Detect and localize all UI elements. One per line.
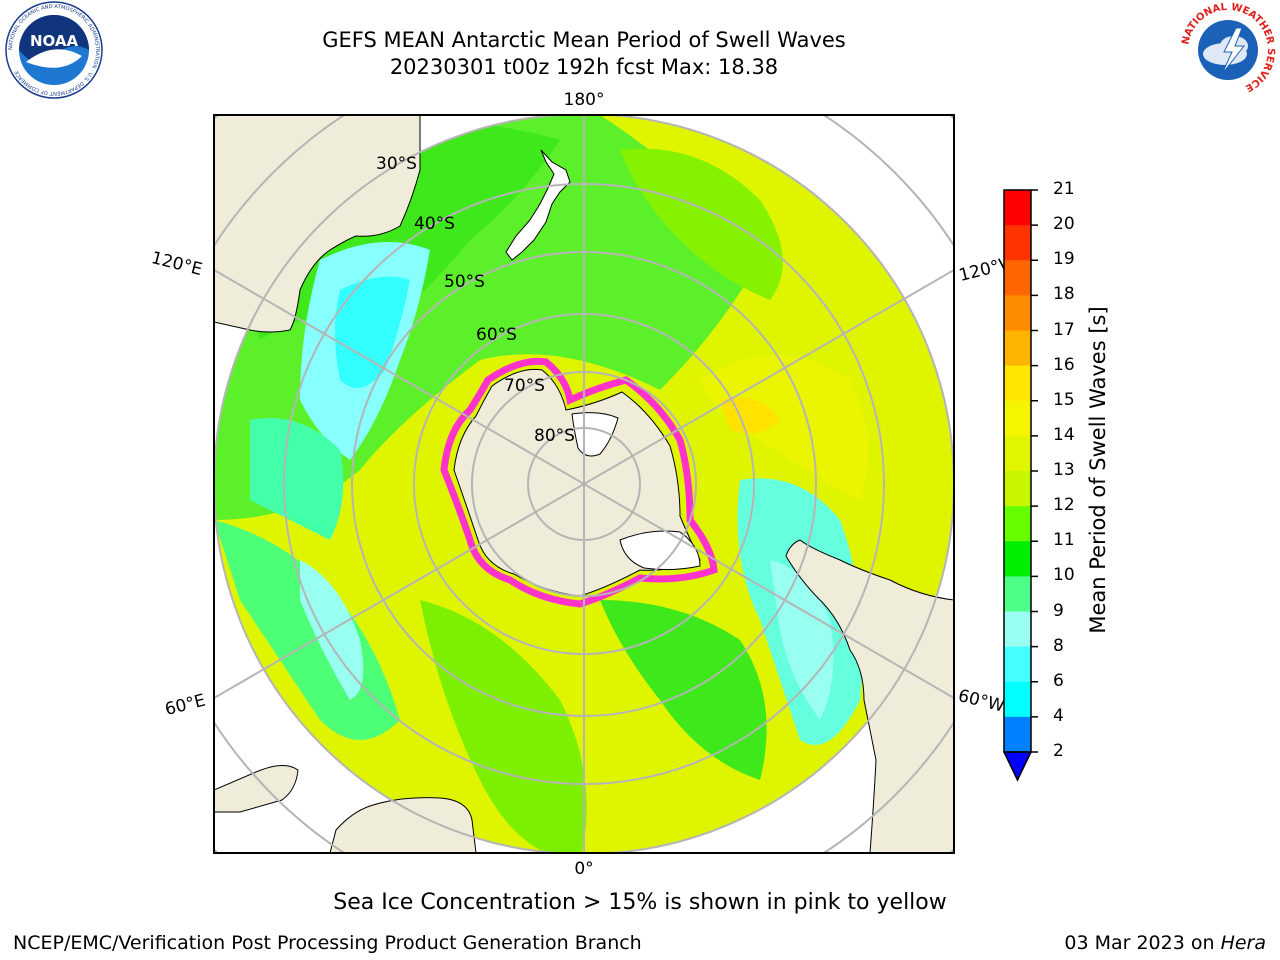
- colorbar-tick-label: 16: [1053, 354, 1075, 375]
- colorbar-segment: [1004, 330, 1031, 367]
- colorbar-segment: [1004, 295, 1031, 331]
- colorbar-tick-label: 4: [1053, 705, 1064, 726]
- nws-logo: NATIONAL WEATHER SERVICE: [1180, 2, 1276, 98]
- colorbar-tick-label: 21: [1053, 179, 1075, 199]
- colorbar-segment: [1004, 260, 1031, 296]
- lon-label-60w: 60°W: [956, 686, 1007, 717]
- lat-label-60s: 60°S: [476, 325, 517, 345]
- lat-label-40s: 40°S: [414, 214, 455, 234]
- date-host-credit: 03 Mar 2023 on Hera: [1064, 932, 1266, 954]
- lon-label-180: 180°: [564, 90, 605, 110]
- parallel-labels: 30°S 40°S 50°S 60°S 70°S 80°S: [376, 154, 575, 446]
- lat-label-80s: 80°S: [534, 426, 575, 446]
- credit-date: 03 Mar 2023 on: [1064, 932, 1221, 954]
- producer-credit: NCEP/EMC/Verification Post Processing Pr…: [13, 932, 642, 954]
- colorbar-tick-label: 9: [1053, 600, 1064, 621]
- noaa-logo-text: NOAA: [30, 32, 79, 50]
- colorbar-segment: [1004, 471, 1031, 507]
- colorbar-extend-arrow: [1002, 751, 1033, 782]
- colorbar-tick-label: 19: [1053, 249, 1075, 270]
- australia-land: [214, 115, 421, 333]
- colorbar-segment: [1004, 611, 1031, 648]
- colorbar-segment: [1004, 400, 1031, 437]
- colorbar: [1002, 189, 1038, 782]
- colorbar-tick-label: 6: [1053, 670, 1064, 691]
- colorbar-tick-label: 10: [1053, 565, 1075, 586]
- south-america-land: [785, 539, 954, 853]
- africa-land: [329, 797, 477, 853]
- colorbar-label: Mean Period of Swell Waves [s]: [1086, 306, 1110, 634]
- colorbar-tick-label: 2: [1053, 741, 1064, 761]
- lon-label-120e: 120°E: [149, 248, 204, 280]
- map-frame: [213, 114, 955, 854]
- colorbar-tick-label: 12: [1053, 495, 1075, 516]
- credit-host: Hera: [1220, 932, 1266, 954]
- sea-ice-caption: Sea Ice Concentration > 15% is shown in …: [333, 890, 947, 915]
- lat-label-70s: 70°S: [504, 376, 545, 396]
- noaa-logo: NATIONAL OCEANIC AND ATMOSPHERIC ADMINIS…: [5, 1, 103, 99]
- colorbar-segment: [1004, 190, 1031, 226]
- lon-label-60e: 60°E: [163, 691, 207, 720]
- colorbar-tick-label: 15: [1053, 389, 1075, 410]
- colorbar-segment: [1004, 225, 1031, 261]
- madagascar-land: [214, 765, 299, 813]
- chart-subtitle: 20230301 t00z 192h fcst Max: 18.38: [389, 55, 779, 79]
- swell-period-field: [214, 115, 954, 853]
- colorbar-tick-label: 14: [1053, 424, 1075, 445]
- colorbar-segment: [1004, 681, 1031, 718]
- colorbar-tick-label: 11: [1053, 530, 1075, 551]
- colorbar-tick-label: 18: [1053, 284, 1075, 305]
- colorbar-segment: [1004, 716, 1031, 753]
- colorbar-tick-label: 20: [1053, 214, 1075, 235]
- colorbar-tick-label: 8: [1053, 635, 1064, 656]
- colorbar-segment: [1004, 365, 1031, 402]
- colorbar-segment: [1004, 435, 1031, 472]
- lon-label-0: 0°: [574, 859, 593, 879]
- chart-title: GEFS MEAN Antarctic Mean Period of Swell…: [322, 28, 846, 52]
- colorbar-segment: [1004, 576, 1031, 612]
- lat-label-50s: 50°S: [444, 272, 485, 292]
- colorbar-segment: [1004, 506, 1031, 542]
- colorbar-tick-label: 17: [1053, 319, 1075, 340]
- lat-label-30s: 30°S: [376, 154, 417, 174]
- colorbar-segment: [1004, 646, 1031, 683]
- colorbar-tick-label: 13: [1053, 460, 1075, 480]
- longitude-lines: [214, 115, 954, 853]
- colorbar-segment: [1004, 541, 1031, 577]
